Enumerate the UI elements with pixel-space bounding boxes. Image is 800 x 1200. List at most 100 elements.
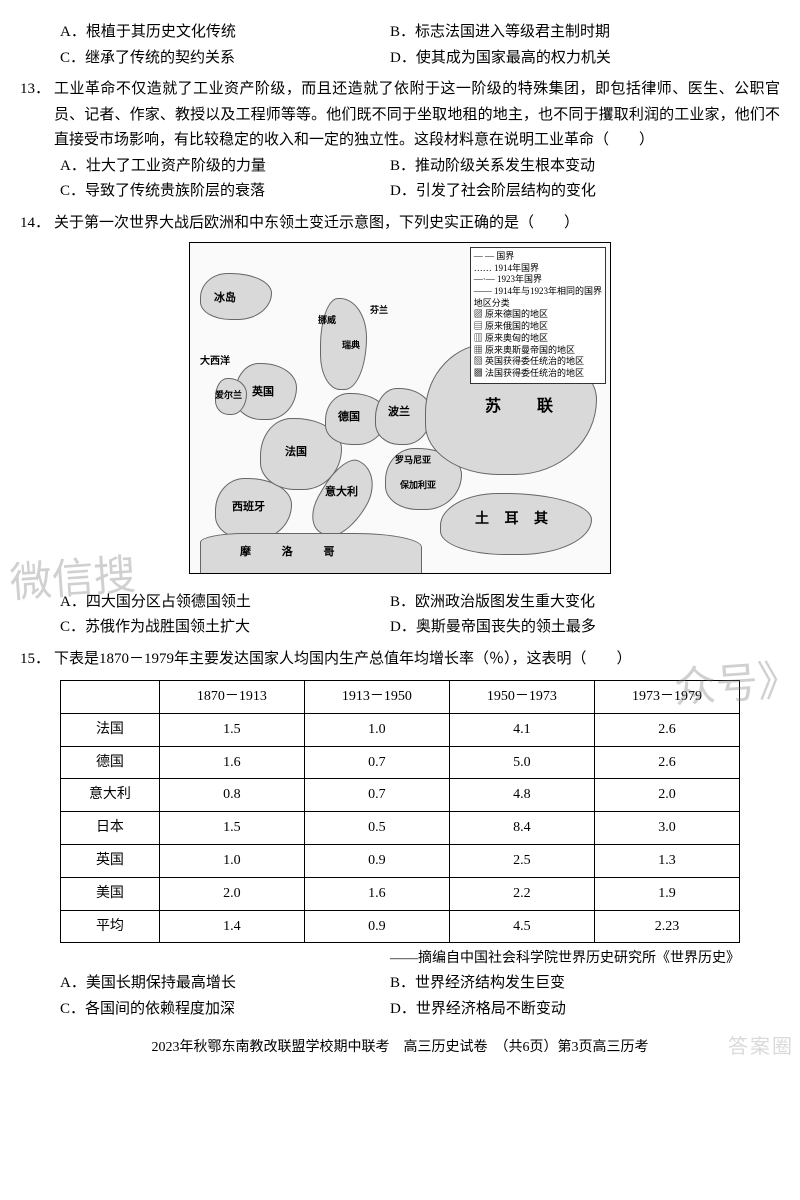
q15: 15． 下表是1870－1979年主要发达国家人均国内生产总值年均增长率（％），… — [20, 647, 780, 1023]
table-row: 法国1.51.04.12.6 — [61, 713, 740, 746]
table-cell: 2.5 — [449, 844, 594, 877]
corner-watermark: 答案圈 — [728, 1030, 794, 1064]
q15-opt-a: A．美国长期保持最高增长 — [60, 971, 390, 997]
legend-4: 地区分类 — [474, 298, 602, 310]
table-cell: 日本 — [61, 812, 160, 845]
table-cell: 4.5 — [449, 910, 594, 943]
q15-number: 15． — [20, 647, 54, 673]
legend-3: —— 1914年与1923年相同的国界 — [474, 286, 602, 298]
table-cell: 4.1 — [449, 713, 594, 746]
th-0 — [61, 681, 160, 714]
map-label-russia: 苏 联 — [485, 393, 563, 420]
table-cell: 德国 — [61, 746, 160, 779]
table-cell: 0.5 — [304, 812, 449, 845]
table-cell: 意大利 — [61, 779, 160, 812]
table-cell: 2.6 — [594, 746, 739, 779]
table-row: 英国1.00.92.51.3 — [61, 844, 740, 877]
table-cell: 1.9 — [594, 877, 739, 910]
map-label-france: 法国 — [285, 443, 307, 462]
table-row: 意大利0.80.74.82.0 — [61, 779, 740, 812]
table-cell: 2.6 — [594, 713, 739, 746]
legend-5: ▨ 原来德国的地区 — [474, 309, 602, 321]
q13-opt-b: B．推动阶级关系发生根本变动 — [390, 154, 720, 180]
q15-opt-c: C．各国间的依赖程度加深 — [60, 997, 390, 1023]
q15-options: A．美国长期保持最高增长 B．世界经济结构发生巨变 C．各国间的依赖程度加深 D… — [60, 971, 780, 1022]
q14-opt-c: C．苏俄作为战胜国领土扩大 — [60, 615, 390, 641]
q13-number: 13． — [20, 77, 54, 103]
table-row: 德国1.60.75.02.6 — [61, 746, 740, 779]
table-cell: 美国 — [61, 877, 160, 910]
table-body: 法国1.51.04.12.6德国1.60.75.02.6意大利0.80.74.8… — [61, 713, 740, 943]
legend-9: ▧ 英国获得委任统治的地区 — [474, 356, 602, 368]
map-label-poland: 波兰 — [388, 403, 410, 422]
table-cell: 1.0 — [159, 844, 304, 877]
q13: 13． 工业革命不仅造就了工业资产阶级，而且还造就了依附于这一阶级的特殊集团，即… — [20, 77, 780, 205]
table-cell: 4.8 — [449, 779, 594, 812]
legend-2: —·— 1923年国界 — [474, 274, 602, 286]
table-cell: 0.9 — [304, 910, 449, 943]
map-label-italy: 意大利 — [325, 483, 358, 502]
table-cell: 0.9 — [304, 844, 449, 877]
map-legend: — — 国界 …… 1914年国界 —·— 1923年国界 —— 1914年与1… — [470, 247, 606, 384]
table-cell: 1.3 — [594, 844, 739, 877]
q14-options: A．四大国分区占领德国领土 B．欧洲政治版图发生重大变化 C．苏俄作为战胜国领土… — [60, 590, 780, 641]
table-cell: 1.5 — [159, 812, 304, 845]
table-cell: 法国 — [61, 713, 160, 746]
map-label-atlantic: 大西洋 — [200, 353, 230, 370]
table-cell: 1.0 — [304, 713, 449, 746]
page-footer: 2023年秋鄂东南教改联盟学校期中联考 高三历史试卷 （共6页）第3页高三历考 — [20, 1036, 780, 1060]
th-4: 1973－1979 — [594, 681, 739, 714]
legend-0: — — 国界 — [474, 251, 602, 263]
q14-number: 14． — [20, 211, 54, 237]
map-figure: 冰岛 大西洋 爱尔兰 英国 挪威 瑞典 芬兰 法国 西班牙 德国 波兰 意大利 … — [20, 242, 780, 584]
th-1: 1870－1913 — [159, 681, 304, 714]
table-cell: 1.6 — [159, 746, 304, 779]
q15-text: 下表是1870－1979年主要发达国家人均国内生产总值年均增长率（％），这表明（… — [54, 647, 780, 673]
table-row: 平均1.40.94.52.23 — [61, 910, 740, 943]
q15-source: ——摘编自中国社会科学院世界历史研究所《世界历史》 — [20, 947, 740, 971]
gdp-table: 1870－1913 1913－1950 1950－1973 1973－1979 … — [60, 680, 740, 943]
table-cell: 1.6 — [304, 877, 449, 910]
table-cell: 3.0 — [594, 812, 739, 845]
q12-opt-b: B．标志法国进入等级君主制时期 — [390, 20, 720, 46]
q14-opt-b: B．欧洲政治版图发生重大变化 — [390, 590, 720, 616]
q12-opt-c: C．继承了传统的契约关系 — [60, 46, 390, 72]
map-label-spain: 西班牙 — [232, 498, 265, 517]
map-label-sweden: 瑞典 — [342, 338, 360, 353]
table-cell: 英国 — [61, 844, 160, 877]
map-label-norway: 挪威 — [318, 313, 336, 328]
q14-opt-a: A．四大国分区占领德国领土 — [60, 590, 390, 616]
table-cell: 2.0 — [594, 779, 739, 812]
table-cell: 5.0 — [449, 746, 594, 779]
table-cell: 2.2 — [449, 877, 594, 910]
table-cell: 0.8 — [159, 779, 304, 812]
q15-opt-d: D．世界经济格局不断变动 — [390, 997, 720, 1023]
legend-8: ▦ 原来奥斯曼帝国的地区 — [474, 345, 602, 357]
table-cell: 1.5 — [159, 713, 304, 746]
q13-opt-c: C．导致了传统贵族阶层的衰落 — [60, 179, 390, 205]
map-label-iceland: 冰岛 — [214, 289, 236, 308]
europe-map: 冰岛 大西洋 爱尔兰 英国 挪威 瑞典 芬兰 法国 西班牙 德国 波兰 意大利 … — [189, 242, 611, 574]
map-label-bulgaria: 保加利亚 — [400, 478, 436, 493]
table-cell: 1.4 — [159, 910, 304, 943]
q13-opt-d: D．引发了社会阶层结构的变化 — [390, 179, 720, 205]
exam-page: 微信搜 众号》 A．根植于其历史文化传统 B．标志法国进入等级君主制时期 C．继… — [0, 0, 800, 1070]
map-label-romania: 罗马尼亚 — [395, 453, 431, 468]
table-cell: 2.23 — [594, 910, 739, 943]
table-cell: 0.7 — [304, 746, 449, 779]
map-label-uk: 英国 — [252, 383, 274, 402]
q12-opt-a: A．根植于其历史文化传统 — [60, 20, 390, 46]
q15-opt-b: B．世界经济结构发生巨变 — [390, 971, 720, 997]
q14-opt-d: D．奥斯曼帝国丧失的领土最多 — [390, 615, 720, 641]
q12-options: A．根植于其历史文化传统 B．标志法国进入等级君主制时期 C．继承了传统的契约关… — [60, 20, 780, 71]
q12-opt-d: D．使其成为国家最高的权力机关 — [390, 46, 720, 72]
q13-options: A．壮大了工业资产阶级的力量 B．推动阶级关系发生根本变动 C．导致了传统贵族阶… — [60, 154, 780, 205]
legend-1: …… 1914年国界 — [474, 263, 602, 275]
legend-6: ▤ 原来俄国的地区 — [474, 321, 602, 333]
q13-opt-a: A．壮大了工业资产阶级的力量 — [60, 154, 390, 180]
q13-text: 工业革命不仅造就了工业资产阶级，而且还造就了依附于这一阶级的特殊集团，即包括律师… — [54, 77, 780, 154]
map-label-turkey: 土 耳 其 — [475, 508, 554, 532]
th-2: 1913－1950 — [304, 681, 449, 714]
q14-text: 关于第一次世界大战后欧洲和中东领土变迁示意图，下列史实正确的是（ ） — [54, 211, 780, 237]
map-label-north-africa: 摩 洛 哥 — [240, 543, 349, 562]
